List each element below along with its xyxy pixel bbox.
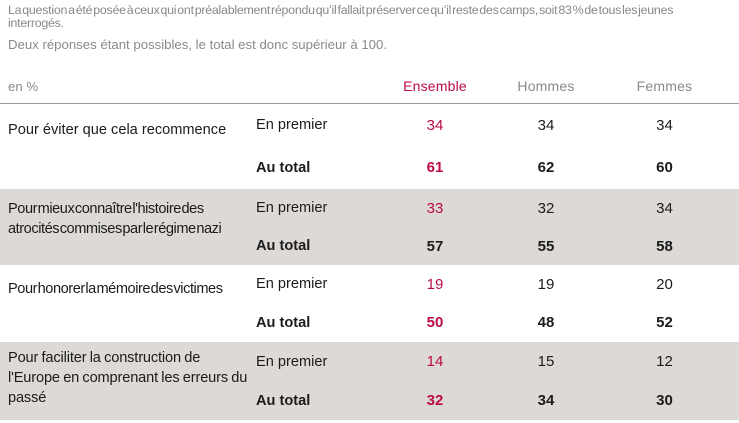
- intro-note-line1: La question a été posée à ceux qui ont p…: [8, 3, 674, 30]
- cell-femmes-total: 52: [656, 314, 673, 332]
- cell-ensemble-total: 32: [426, 392, 444, 409]
- cell-ensemble-first: 34: [426, 116, 444, 134]
- sub-label-au-total: Au total: [256, 314, 311, 331]
- cell-hommes-total: 48: [537, 314, 555, 332]
- cell-ensemble-total: 61: [426, 159, 444, 177]
- column-header-hommes: Hommes: [517, 78, 575, 94]
- cell-ensemble-first: 33: [426, 199, 444, 217]
- cell-femmes-first: 20: [656, 275, 673, 293]
- unit-label: en %: [8, 78, 39, 94]
- intro-note-line2: Deux réponses étant possibles, le total …: [8, 37, 388, 52]
- cell-hommes-first: 32: [537, 199, 555, 217]
- cell-ensemble-first: 14: [426, 353, 444, 370]
- column-header-femmes: Femmes: [636, 78, 693, 94]
- cell-hommes-first: 34: [537, 116, 555, 134]
- sub-label-en-premier: En premier: [256, 353, 328, 370]
- cell-ensemble-total: 50: [426, 314, 444, 332]
- sub-label-en-premier: En premier: [256, 200, 328, 216]
- cell-hommes-first: 15: [537, 353, 555, 370]
- cell-femmes-total: 58: [656, 237, 673, 255]
- cell-hommes-total: 55: [537, 237, 555, 255]
- cell-hommes-total: 34: [537, 392, 555, 409]
- sub-label-en-premier: En premier: [256, 117, 328, 134]
- cell-femmes-first: 12: [656, 353, 673, 370]
- table-row-group-histoire: Pour mieux connaître l'histoire des atro…: [0, 189, 739, 265]
- row-label: Pour honorer la mémoire des victimes: [8, 281, 223, 297]
- sub-label-en-premier: En premier: [256, 276, 328, 293]
- sub-label-au-total: Au total: [256, 392, 311, 409]
- cell-femmes-first: 34: [656, 199, 673, 217]
- row-label: Pour mieux connaître l'histoire des atro…: [8, 201, 222, 237]
- cell-femmes-total: 60: [656, 159, 673, 177]
- row-label: Pour éviter que cela recommence: [8, 122, 227, 138]
- cell-femmes-first: 34: [656, 116, 673, 134]
- cell-ensemble-first: 19: [426, 275, 444, 293]
- cell-hommes-total: 62: [537, 159, 555, 177]
- sub-label-au-total: Au total: [256, 159, 311, 176]
- header-divider: [0, 103, 739, 104]
- table-row-group-eviter: Pour éviter que cela recommence En premi…: [0, 104, 739, 189]
- table-row-group-europe: Pour faciliter la construction de l'Euro…: [0, 342, 739, 420]
- cell-femmes-total: 30: [656, 392, 673, 409]
- column-header-ensemble: Ensemble: [403, 78, 467, 94]
- row-label: Pour faciliter la construction de l'Euro…: [8, 350, 248, 406]
- cell-ensemble-total: 57: [426, 237, 444, 255]
- sub-label-au-total: Au total: [256, 238, 311, 254]
- cell-hommes-first: 19: [537, 275, 555, 293]
- table-header-row: en % Ensemble Hommes Femmes: [0, 75, 739, 97]
- table-row-group-memoire: Pour honorer la mémoire des victimes En …: [0, 265, 739, 342]
